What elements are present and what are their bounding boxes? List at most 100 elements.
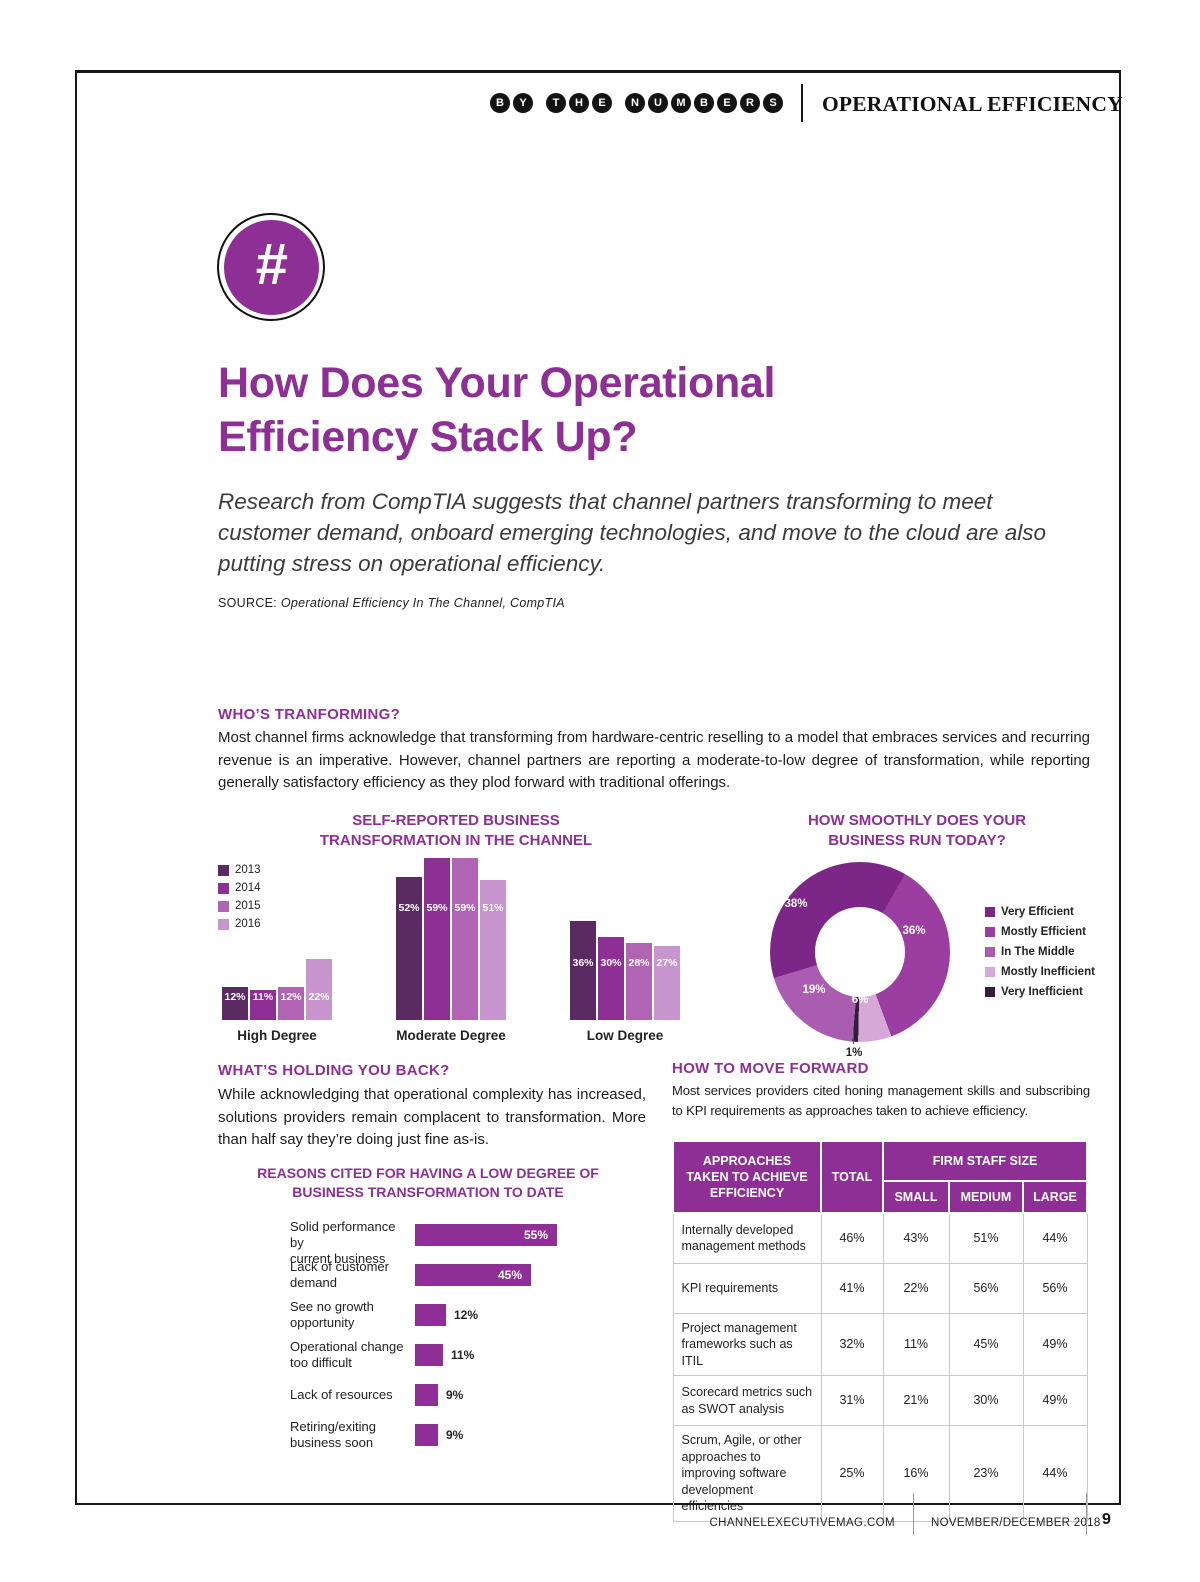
reason-value-label: 9% — [446, 1388, 464, 1402]
table-row: KPI requirements 41% 22% 56% 56% — [672, 1262, 1088, 1314]
bar-value-label: 22% — [308, 991, 330, 1003]
bar-value-label: 11% — [252, 991, 274, 1003]
legend-item: 2014 — [218, 882, 261, 894]
bar-value-label: 12% — [224, 991, 246, 1003]
bar-2014 — [598, 937, 624, 1020]
donut-chart — [770, 862, 950, 1042]
legend-label: Mostly Efficient — [1001, 926, 1086, 938]
reasons-chart-title: REASONS CITED FOR HAVING A LOW DEGREE OF… — [257, 1165, 599, 1200]
table-header-row-2: SMALL MEDIUM LARGE — [673, 1180, 1089, 1214]
legend-label: 2014 — [235, 882, 261, 894]
reason-label: Operational change too difficult — [290, 1339, 404, 1370]
donut-legend: Very Efficient Mostly Efficient In The Mid… — [985, 906, 1095, 998]
kicker-letter-circle: T — [546, 93, 566, 113]
bar-group-label: Moderate Degree — [396, 1028, 506, 1043]
approach-label-cell: KPI requirements — [672, 1262, 822, 1314]
masthead-divider — [801, 84, 803, 122]
whos-transforming-heading: WHO’S TRANFORMING? — [218, 706, 401, 723]
approach-value-cell: 25% — [820, 1425, 884, 1522]
table-header-firm-staff-size: FIRM STAFF SIZE — [881, 1140, 1089, 1182]
legend-item: Mostly Efficient — [985, 926, 1095, 938]
approach-value-cell: 22% — [882, 1262, 950, 1314]
donut-chart-title: HOW SMOOTHLY DOES YOUR BUSINESS RUN TODA… — [807, 812, 1027, 849]
bar-value-label: 27% — [656, 957, 678, 969]
bar-value-label: 59% — [454, 902, 476, 914]
page-title-line2: Efficiency Stack Up? — [218, 413, 638, 461]
bar-value-label: 52% — [398, 902, 420, 914]
legend-label: Very Efficient — [1001, 906, 1074, 918]
legend-item: Very Inefficient — [985, 986, 1095, 998]
bar-group-label: High Degree — [237, 1028, 317, 1043]
bar-group-label: Low Degree — [586, 1028, 664, 1043]
kicker-letter-circle: E — [717, 93, 737, 113]
approach-value-cell: 21% — [882, 1375, 950, 1426]
approach-value-cell: 32% — [820, 1312, 884, 1376]
approach-value-cell: 49% — [1022, 1312, 1088, 1376]
reason-bar — [415, 1344, 443, 1366]
legend-label: 2016 — [235, 918, 261, 930]
legend-label: In The Middle — [1001, 946, 1075, 958]
kicker-letter-circle: Y — [513, 93, 533, 113]
bar-value-label: 12% — [280, 991, 302, 1003]
bar-value-label: 30% — [600, 957, 622, 969]
donut-value-label: 1% — [845, 1047, 863, 1059]
reason-value-label: 12% — [454, 1308, 479, 1322]
bar-2015 — [452, 858, 478, 1020]
approach-label-cell: Internally developed management methods — [672, 1212, 822, 1264]
kicker-letter-circle: H — [569, 93, 589, 113]
table-row: Scorecard metrics such as SWOT analysis 3… — [672, 1375, 1088, 1426]
legend-swatch — [218, 900, 229, 912]
bar-2013 — [570, 921, 596, 1020]
approach-value-cell: 11% — [882, 1312, 950, 1376]
kicker-letter-circle: B — [490, 93, 510, 113]
approach-label-cell: Project management frameworks such as IT… — [672, 1312, 822, 1376]
legend-swatch — [985, 967, 995, 977]
bar-value-label: 59% — [426, 902, 448, 914]
approach-value-cell: 44% — [1022, 1425, 1088, 1522]
reason-bar — [415, 1264, 531, 1286]
hash-icon: # — [223, 219, 319, 315]
page-border-frame — [75, 70, 1121, 1505]
hash-glyph: # — [254, 232, 288, 297]
donut-hole — [815, 907, 905, 997]
bar-2016 — [306, 959, 332, 1020]
legend-label: 2013 — [235, 864, 261, 876]
bar-2014 — [250, 990, 276, 1020]
bar-2015 — [278, 987, 304, 1020]
kicker-letter-circle: U — [648, 93, 668, 113]
bar-2016 — [480, 880, 506, 1020]
table-row: Internally developed management methods 4… — [672, 1212, 1088, 1264]
donut-value-label: 6% — [851, 994, 869, 1006]
bar-value-label: 51% — [482, 902, 504, 914]
approach-value-cell: 23% — [948, 1425, 1024, 1522]
table-row: Scrum, Agile, or other approaches to imp… — [672, 1425, 1088, 1522]
deck-paragraph: Research from CompTIA suggests that chan… — [218, 489, 1047, 576]
legend-item: Very Efficient — [985, 906, 1095, 918]
reason-label: Lack of customer demand — [290, 1259, 389, 1290]
reason-label: Solid performance by current business — [290, 1219, 396, 1266]
kicker-letter-circle: R — [740, 93, 760, 113]
whos-transforming-body: Most channel firms acknowledge that tran… — [218, 729, 1090, 791]
kicker-letter-circle: M — [671, 93, 691, 113]
page-title: How Does Your Operational Efficiency Sta… — [218, 356, 775, 464]
legend-item: 2015 — [218, 900, 261, 912]
table-header-medium: MEDIUM — [948, 1180, 1024, 1214]
legend-swatch — [985, 947, 995, 957]
legend-swatch — [985, 907, 995, 917]
bar-value-label: 36% — [572, 957, 594, 969]
table-header-row-1: APPROACHES TAKEN TO ACHIEVE EFFICIENCY T… — [672, 1140, 1089, 1214]
footer-divider — [913, 1493, 914, 1535]
bar-2013 — [222, 987, 248, 1020]
approach-value-cell: 49% — [1022, 1375, 1088, 1426]
bar-value-label: 28% — [628, 957, 650, 969]
donut-leader-line — [853, 1028, 854, 1044]
how-to-move-heading: HOW TO MOVE FORWARD — [672, 1060, 869, 1077]
legend-swatch — [218, 918, 229, 930]
legend-swatch — [985, 927, 995, 937]
donut-value-label: 36% — [902, 925, 926, 937]
legend-item: 2016 — [218, 918, 261, 930]
approach-value-cell: 56% — [1022, 1262, 1088, 1314]
